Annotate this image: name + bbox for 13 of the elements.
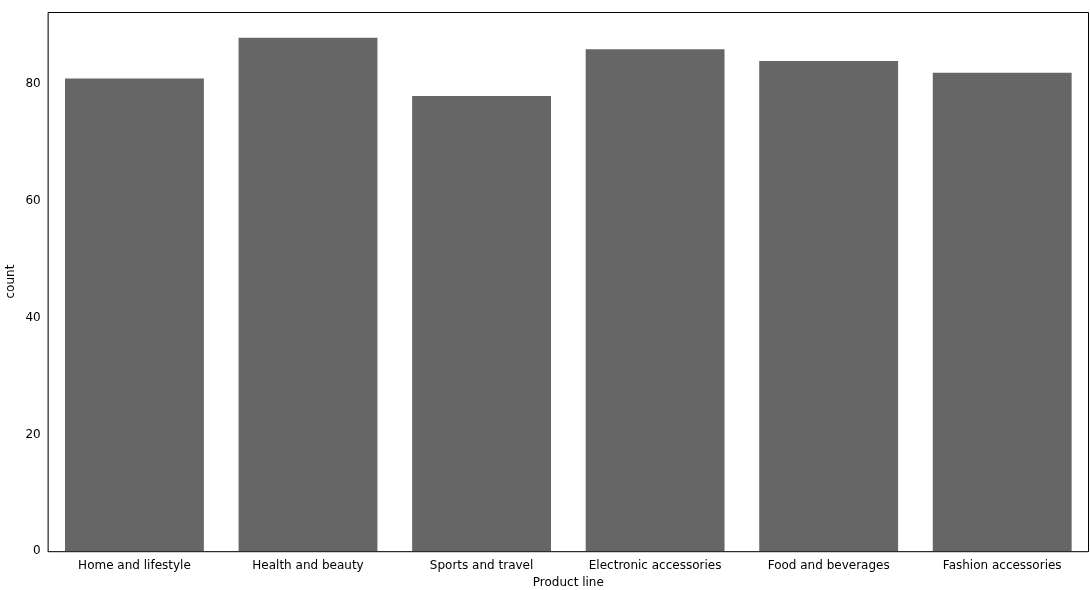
y-tick-label: 80 xyxy=(25,76,41,91)
x-axis-title: Product line xyxy=(532,574,604,589)
x-tick-label: Food and beverages xyxy=(767,557,890,572)
x-tick-label: Home and lifestyle xyxy=(78,557,191,572)
x-tick-label: Fashion accessories xyxy=(942,557,1062,572)
y-tick-label: 40 xyxy=(25,309,41,324)
y-tick-label: 20 xyxy=(25,426,41,441)
y-tick-label: 60 xyxy=(25,193,41,208)
x-tick-label: Sports and travel xyxy=(429,557,534,572)
x-tick-label: Health and beauty xyxy=(252,557,364,572)
x-tick-label: Electronic accessories xyxy=(588,557,722,572)
y-axis-title: count xyxy=(3,264,18,299)
y-tick-label: 0 xyxy=(33,543,41,558)
